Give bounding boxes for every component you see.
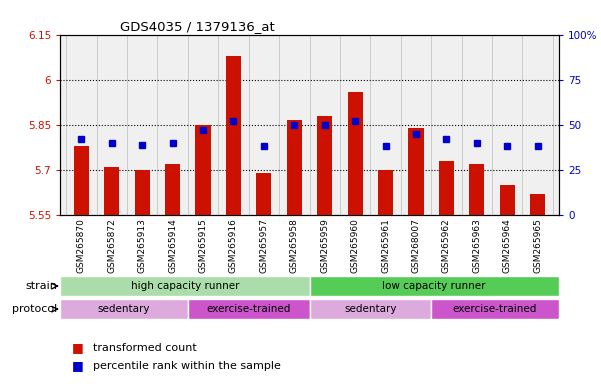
- Text: GSM268007: GSM268007: [412, 218, 421, 273]
- Text: exercise-trained: exercise-trained: [207, 304, 291, 314]
- Bar: [408, 128, 424, 215]
- Bar: [104, 167, 120, 215]
- Bar: [226, 56, 241, 215]
- Bar: [310, 299, 431, 319]
- Text: sedentary: sedentary: [344, 304, 397, 314]
- Bar: [256, 173, 272, 215]
- Text: sedentary: sedentary: [98, 304, 150, 314]
- Text: high capacity runner: high capacity runner: [130, 281, 239, 291]
- Text: GDS4035 / 1379136_at: GDS4035 / 1379136_at: [120, 20, 275, 33]
- Text: GSM265958: GSM265958: [290, 218, 299, 273]
- Bar: [530, 194, 545, 215]
- Text: protocol: protocol: [12, 304, 57, 314]
- Text: GSM265914: GSM265914: [168, 218, 177, 273]
- Text: GSM265872: GSM265872: [108, 218, 117, 273]
- Text: ■: ■: [72, 359, 84, 372]
- Text: GSM265964: GSM265964: [502, 218, 511, 273]
- Bar: [378, 170, 393, 215]
- Bar: [188, 299, 310, 319]
- Text: GSM265870: GSM265870: [77, 218, 86, 273]
- Text: GSM265962: GSM265962: [442, 218, 451, 273]
- Text: GSM265961: GSM265961: [381, 218, 390, 273]
- Bar: [310, 276, 559, 296]
- Text: ■: ■: [72, 341, 84, 354]
- Text: GSM265915: GSM265915: [198, 218, 207, 273]
- Bar: [431, 299, 559, 319]
- Text: GSM265957: GSM265957: [260, 218, 269, 273]
- Bar: [439, 161, 454, 215]
- Text: GSM265913: GSM265913: [138, 218, 147, 273]
- Bar: [499, 185, 515, 215]
- Text: GSM265916: GSM265916: [229, 218, 238, 273]
- Text: GSM265960: GSM265960: [350, 218, 359, 273]
- Text: GSM265963: GSM265963: [472, 218, 481, 273]
- Bar: [74, 146, 89, 215]
- Bar: [60, 299, 188, 319]
- Text: strain: strain: [25, 281, 57, 291]
- Text: transformed count: transformed count: [93, 343, 197, 353]
- Bar: [135, 170, 150, 215]
- Bar: [317, 116, 332, 215]
- Bar: [195, 125, 211, 215]
- Bar: [347, 92, 363, 215]
- Text: GSM265965: GSM265965: [533, 218, 542, 273]
- Text: exercise-trained: exercise-trained: [453, 304, 537, 314]
- Text: percentile rank within the sample: percentile rank within the sample: [93, 361, 281, 371]
- Bar: [165, 164, 180, 215]
- Bar: [287, 120, 302, 215]
- Bar: [60, 276, 310, 296]
- Text: GSM265959: GSM265959: [320, 218, 329, 273]
- Text: low capacity runner: low capacity runner: [382, 281, 486, 291]
- Bar: [469, 164, 484, 215]
